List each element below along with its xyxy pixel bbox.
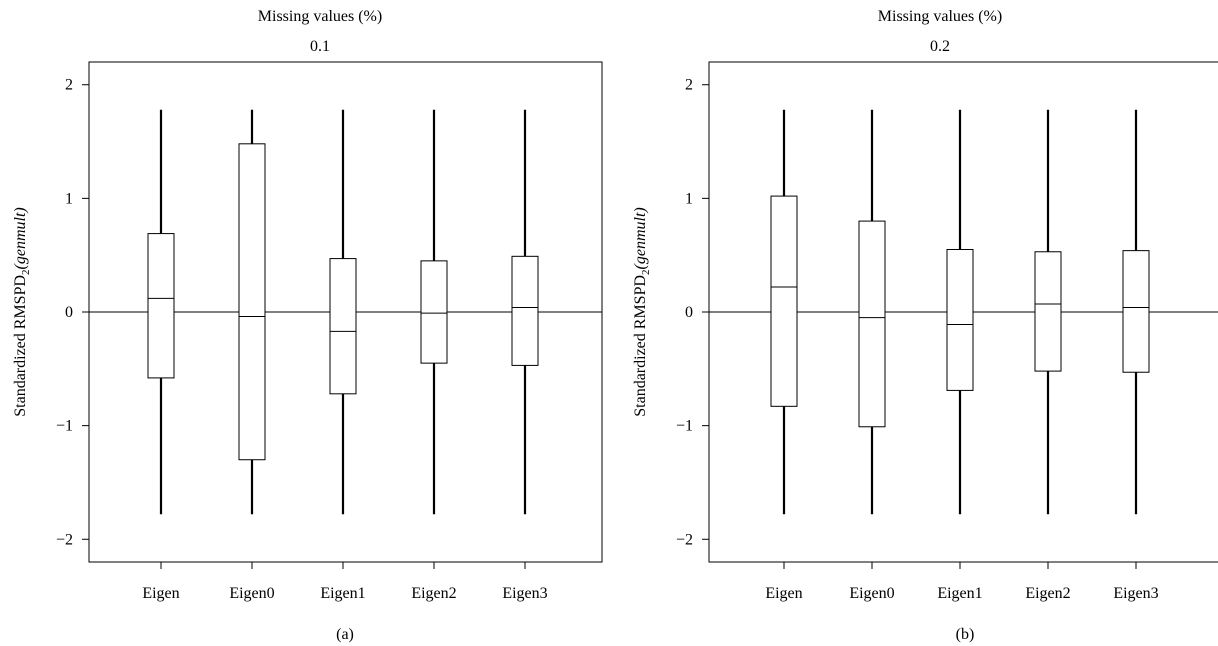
panel-b-y-tick-label: −2: [676, 531, 693, 548]
panel-b-box-eigen0: [858, 109, 886, 515]
panel-a-y-ticks: −2 −1 0 1 2: [56, 77, 89, 548]
panel-a-box-eigen1: [329, 109, 357, 515]
panel-a-boxes: [147, 109, 539, 515]
panel-a: Missing values (%) 0.1 Standardized RMSP…: [12, 8, 603, 643]
panel-b-y-axis-label-sub: 2: [640, 269, 652, 275]
panel-b-x-tick-label: Eigen0: [849, 585, 894, 602]
panel-b: Missing values (%) 0.2 Standardized RMSP…: [632, 8, 1218, 643]
panel-b-y-axis-label-main: Standardized RMSPD: [632, 275, 649, 417]
interquartile-box: [329, 258, 357, 395]
panel-a-x-tick-label: Eigen2: [411, 585, 456, 602]
interquartile-box: [946, 249, 974, 391]
panel-b-x-ticks: Eigen Eigen0 Eigen1 Eigen2 Eigen3: [765, 562, 1159, 602]
panel-b-subheader: 0.2: [930, 38, 950, 55]
interquartile-box: [238, 143, 266, 461]
interquartile-box: [1122, 250, 1150, 373]
panel-b-x-tick-label: Eigen: [765, 585, 802, 602]
panel-a-subheader: 0.1: [310, 38, 330, 55]
panel-a-y-tick-label: 0: [65, 304, 73, 321]
panel-b-y-axis-label: Standardized RMSPD2(genmult): [632, 207, 652, 416]
panel-a-y-tick-label: −2: [56, 531, 73, 548]
panel-b-y-tick-label: 2: [685, 77, 693, 94]
panel-b-y-tick-label: −1: [676, 418, 693, 435]
panel-b-box-eigen1: [946, 109, 974, 515]
panel-a-box-eigen2: [420, 109, 448, 515]
interquartile-box: [511, 255, 539, 366]
panel-a-x-tick-label: Eigen0: [229, 585, 274, 602]
panel-a-x-tick-label: Eigen3: [502, 585, 547, 602]
panel-b-y-tick-label: 1: [685, 190, 693, 207]
panel-a-y-axis-label-paren: (genmult): [12, 207, 29, 269]
panel-a-x-ticks: Eigen Eigen0 Eigen1 Eigen2 Eigen3: [142, 562, 548, 602]
interquartile-box: [147, 233, 175, 379]
panel-b-x-tick-label: Eigen3: [1113, 585, 1158, 602]
panel-b-box-eigen2: [1034, 109, 1062, 515]
panel-b-header: Missing values (%): [878, 8, 1002, 25]
panel-b-x-tick-label: Eigen1: [937, 585, 982, 602]
panel-a-box-eigen: [147, 109, 175, 515]
panel-b-box-eigen3: [1122, 109, 1150, 515]
panel-a-header: Missing values (%): [258, 8, 382, 25]
interquartile-box: [420, 260, 448, 364]
panel-a-y-axis-label-main: Standardized RMSPD: [12, 275, 29, 417]
panel-a-y-axis-label: Standardized RMSPD2(genmult): [12, 207, 32, 416]
panel-a-y-tick-label: −1: [56, 418, 73, 435]
panel-b-y-tick-label: 0: [685, 304, 693, 321]
panel-a-y-axis-label-sub: 2: [20, 269, 32, 275]
panel-b-boxes: [770, 109, 1150, 515]
interquartile-box: [1034, 251, 1062, 372]
panel-b-box-eigen: [770, 109, 798, 515]
panel-a-x-tick-label: Eigen1: [320, 585, 365, 602]
panel-a-y-tick-label: 2: [65, 77, 73, 94]
panel-a-box-eigen0: [238, 109, 266, 515]
interquartile-box: [858, 220, 886, 428]
panel-a-y-tick-label: 1: [65, 190, 73, 207]
panel-b-x-tick-label: Eigen2: [1025, 585, 1070, 602]
panel-a-box-eigen3: [511, 109, 539, 515]
panel-b-y-ticks: −2 −1 0 1 2: [676, 77, 709, 548]
panel-b-label: (b): [956, 626, 975, 643]
panel-a-label: (a): [336, 626, 354, 643]
panel-b-y-axis-label-paren: (genmult): [632, 207, 649, 269]
interquartile-box: [770, 195, 798, 407]
panel-a-x-tick-label: Eigen: [142, 585, 179, 602]
